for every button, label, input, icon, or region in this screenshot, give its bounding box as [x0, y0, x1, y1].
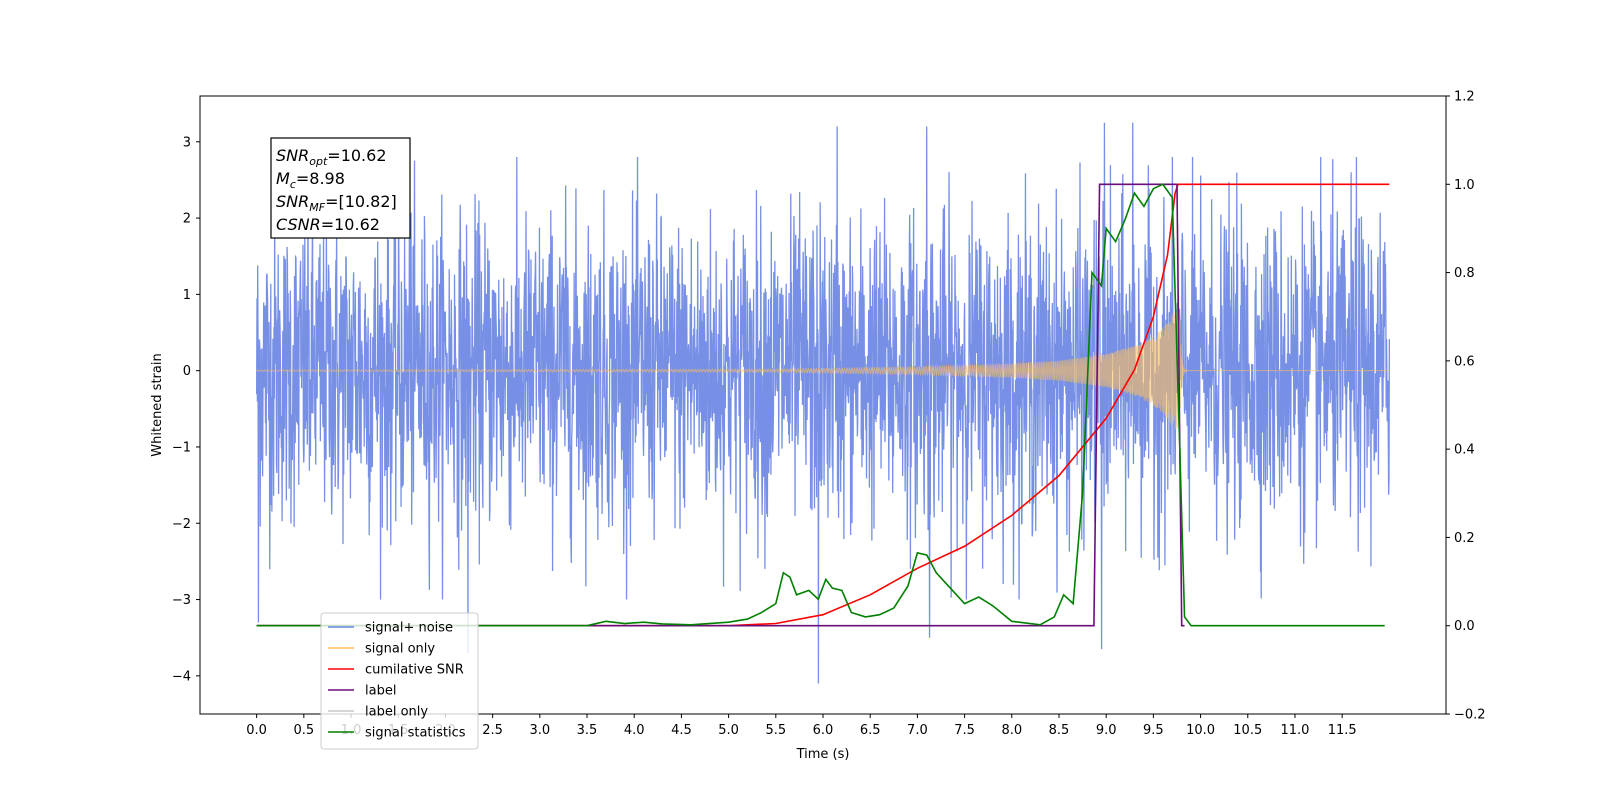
y-left-tick-label: −2 — [172, 517, 191, 532]
y-left-tick-label: −3 — [172, 593, 191, 608]
y-left-tick-label: −4 — [172, 669, 191, 684]
x-tick-label: 7.0 — [907, 723, 928, 738]
x-tick-label: 0.5 — [293, 723, 314, 738]
series-group — [255, 122, 1391, 684]
y-right-tick-label: 1.0 — [1454, 178, 1475, 193]
x-tick-label: 9.5 — [1143, 723, 1164, 738]
legend-label-signal-noise: signal+ noise — [365, 621, 453, 636]
legend: signal+ noise signal only cumilative SNR la… — [320, 612, 479, 750]
x-tick-label: 0.0 — [246, 723, 267, 738]
x-tick-label: 4.5 — [671, 723, 692, 738]
y-right-tick-label: 0.6 — [1454, 354, 1475, 369]
series-signal-statistics — [256, 183, 1385, 627]
y-right-tick-label: 0.2 — [1454, 531, 1475, 546]
x-tick-label: 10.0 — [1186, 723, 1215, 738]
annotation-line: SNRMF=[10.82] — [276, 192, 397, 214]
series-label — [256, 183, 1185, 627]
annotation-line: Mc=8.98 — [276, 169, 345, 191]
annotation-variable: SNR — [276, 146, 309, 165]
y-right-tick-label: 0.8 — [1454, 266, 1475, 281]
y-right-tick-label: 0.0 — [1454, 619, 1475, 634]
series-cumilative-snr — [256, 183, 1390, 627]
x-tick-label: 3.0 — [529, 723, 550, 738]
x-tick-label: 10.5 — [1233, 723, 1262, 738]
annotation-line: SNRopt=10.62 — [276, 146, 387, 168]
x-axis-label: Time (s) — [796, 747, 850, 762]
y-left-tick-label: 1 — [183, 288, 191, 303]
annotation-value: =10.62 — [327, 146, 386, 165]
x-tick-label: 6.0 — [813, 723, 834, 738]
axes: 0.00.51.01.52.02.53.03.54.04.55.05.56.06… — [150, 90, 1486, 763]
annotation-value: =[10.82] — [325, 192, 397, 211]
annotation-line: CSNR=10.62 — [276, 215, 380, 234]
x-tick-label: 11.5 — [1328, 723, 1357, 738]
x-tick-label: 4.0 — [624, 723, 645, 738]
series-signal-only — [256, 311, 1390, 430]
x-tick-label: 2.5 — [482, 723, 503, 738]
legend-label-cumilative-snr: cumilative SNR — [365, 663, 464, 678]
annotation-subscript: opt — [309, 155, 328, 168]
annotation-subscript: c — [290, 178, 296, 191]
annotation-value: =8.98 — [296, 169, 345, 188]
y-axis-label: Whitened strain — [150, 353, 165, 456]
legend-label-label: label — [365, 684, 396, 699]
series-signal-noise — [255, 122, 1391, 684]
legend-label-label-only: label only — [365, 705, 428, 720]
x-tick-label: 9.0 — [1096, 723, 1117, 738]
y-left-tick-label: 2 — [183, 212, 191, 227]
annotation-box: SNRopt=10.62Mc=8.98SNRMF=[10.82]CSNR=10.… — [270, 137, 411, 239]
y-right-tick-label: 1.2 — [1454, 90, 1475, 105]
y-right-tick-label: −0.2 — [1454, 708, 1486, 723]
x-tick-label: 3.5 — [577, 723, 598, 738]
y-left-tick-label: 3 — [183, 135, 191, 150]
annotation-variable: SNR — [276, 192, 309, 211]
annotation-variable: CSNR — [276, 215, 321, 234]
x-tick-label: 8.0 — [1001, 723, 1022, 738]
legend-label-signal-statistics: signal statistics — [365, 726, 466, 741]
annotation-value: =10.62 — [321, 215, 380, 234]
legend-frame — [320, 612, 479, 750]
y-right-tick-label: 0.4 — [1454, 443, 1475, 458]
x-tick-label: 8.5 — [1049, 723, 1070, 738]
x-tick-label: 5.5 — [765, 723, 786, 738]
x-tick-label: 6.5 — [860, 723, 881, 738]
y-left-tick-label: −1 — [172, 440, 191, 455]
annotation-frame — [270, 137, 411, 239]
y-left-tick-label: 0 — [183, 364, 191, 379]
x-tick-label: 7.5 — [954, 723, 975, 738]
x-tick-label: 11.0 — [1280, 723, 1309, 738]
annotation-subscript: MF — [309, 201, 325, 214]
plot-area — [255, 122, 1391, 684]
annotation-variable: M — [276, 169, 290, 188]
x-tick-label: 5.0 — [718, 723, 739, 738]
legend-label-signal-only: signal only — [365, 642, 435, 657]
